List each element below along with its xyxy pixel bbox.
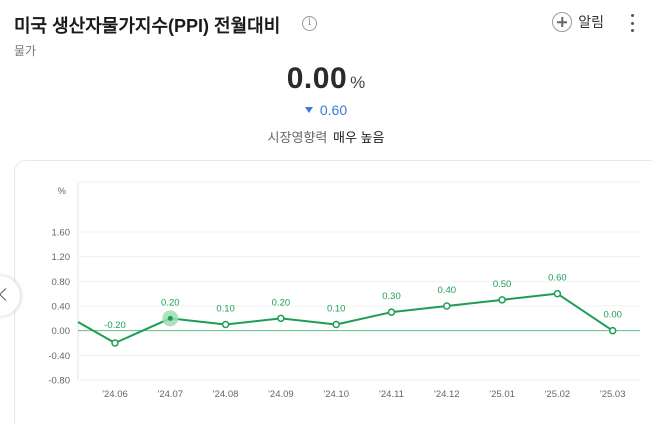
alarm-label: 알림 (578, 14, 604, 30)
y-tick-label: 0.40 (52, 302, 71, 313)
data-point (277, 314, 285, 323)
header: 미국 생산자물가지수(PPI) 전월대비 i 알림 (14, 10, 652, 40)
impact-label: 시장영향력 (267, 130, 328, 145)
data-label: 0.10 (327, 304, 346, 315)
category-label: 물가 (14, 44, 37, 58)
data-point (443, 302, 451, 310)
current-value: 0.00% (0, 62, 652, 96)
page-title: 미국 생산자물가지수(PPI) 전월대비 (14, 16, 281, 36)
data-label: 0.60 (548, 273, 567, 284)
data-point (332, 320, 340, 329)
data-label: 0.30 (382, 291, 401, 302)
x-tick-label: '24.12 (434, 389, 460, 400)
market-impact: 시장영향력 매우 높음 (0, 127, 652, 146)
x-tick-label: '24.06 (102, 389, 128, 400)
y-tick-label: -0.40 (48, 351, 70, 362)
data-point (111, 339, 119, 347)
x-tick-label: '24.11 (379, 389, 404, 400)
data-label: 0.20 (161, 297, 180, 308)
triangle-down-icon (304, 107, 313, 114)
x-tick-label: '24.10 (323, 389, 349, 400)
data-label: 0.50 (493, 279, 512, 290)
change-indicator: 0.60 (0, 102, 652, 118)
main-value: 0.00 (286, 62, 348, 95)
data-label: 0.40 (438, 285, 457, 296)
change-value: 0.60 (319, 102, 348, 118)
x-tick-label: '24.09 (268, 389, 294, 400)
y-unit-label: % (58, 186, 67, 197)
impact-level: 매우 높음 (332, 130, 385, 145)
more-vertical-icon[interactable] (630, 14, 634, 32)
data-point (553, 289, 562, 298)
data-label: 0.00 (603, 310, 622, 321)
data-label: 0.10 (216, 304, 235, 315)
y-tick-label: 1.60 (52, 228, 71, 239)
data-point (387, 308, 396, 316)
chevron-left-icon (0, 288, 12, 301)
x-tick-label: '24.08 (213, 389, 239, 400)
x-tick-label: '24.07 (158, 389, 184, 400)
y-tick-label: 0.00 (52, 326, 71, 337)
x-tick-label: '25.03 (600, 389, 626, 400)
x-tick-label: '25.02 (545, 389, 571, 400)
data-point (221, 320, 230, 329)
alarm-button[interactable]: 알림 (552, 12, 604, 32)
y-tick-label: 1.20 (52, 252, 71, 263)
data-point (167, 315, 173, 321)
info-icon[interactable]: i (302, 16, 317, 31)
main-unit: % (350, 73, 366, 92)
data-point (498, 296, 506, 304)
plus-circle-icon (552, 12, 573, 32)
data-label: -0.20 (104, 320, 126, 331)
data-point (608, 326, 617, 335)
y-tick-label: 0.80 (52, 277, 71, 288)
y-tick-label: -0.80 (48, 376, 70, 387)
x-tick-label: '25.01 (489, 389, 515, 400)
series-line (77, 292, 614, 344)
prev-button[interactable] (0, 276, 20, 316)
data-label: 0.20 (272, 297, 291, 308)
